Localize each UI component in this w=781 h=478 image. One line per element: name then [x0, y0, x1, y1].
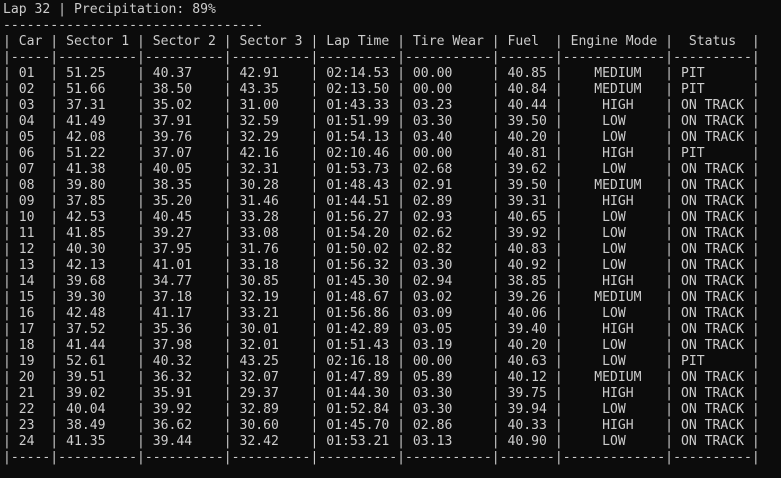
table-row: | 12 | 40.30 | 37.95 | 31.76 | 01:50.02 … — [3, 242, 760, 257]
terminal-output: Lap 32 | Precipitation: 89% -------------… — [3, 2, 760, 466]
table-row: | 10 | 42.53 | 40.45 | 33.28 | 01:56.27 … — [3, 210, 760, 225]
table-row: | 03 | 37.31 | 35.02 | 31.00 | 01:43.33 … — [3, 98, 760, 113]
table-header-separator: |-----|----------|----------|----------|… — [3, 50, 760, 65]
table-row: | 20 | 39.51 | 36.32 | 32.07 | 01:47.89 … — [3, 370, 760, 385]
table-row: | 07 | 41.38 | 40.05 | 32.31 | 01:53.73 … — [3, 162, 760, 177]
table-row: | 14 | 39.68 | 34.77 | 30.85 | 01:45.30 … — [3, 274, 760, 289]
table-row: | 06 | 51.22 | 37.07 | 42.16 | 02:10.46 … — [3, 146, 760, 161]
table-row: | 21 | 39.02 | 35.91 | 29.37 | 01:44.30 … — [3, 386, 760, 401]
table-row: | 17 | 37.52 | 35.36 | 30.01 | 01:42.89 … — [3, 322, 760, 337]
table-row: | 04 | 41.49 | 37.91 | 32.59 | 01:51.99 … — [3, 114, 760, 129]
terminal-line-rule: --------------------------------- — [3, 18, 264, 33]
table-row: | 08 | 39.80 | 38.35 | 30.28 | 01:48.43 … — [3, 178, 760, 193]
table-row: | 15 | 39.30 | 37.18 | 32.19 | 01:48.67 … — [3, 290, 760, 305]
table-row: | 22 | 40.04 | 39.92 | 32.89 | 01:52.84 … — [3, 402, 760, 417]
table-row: | 05 | 42.08 | 39.76 | 32.29 | 01:54.13 … — [3, 130, 760, 145]
table-row: | 13 | 42.13 | 41.01 | 33.18 | 01:56.32 … — [3, 258, 760, 273]
table-row: | 24 | 41.35 | 39.44 | 32.42 | 01:53.21 … — [3, 434, 760, 449]
table-row: | 02 | 51.66 | 38.50 | 43.35 | 02:13.50 … — [3, 82, 760, 97]
table-row: | 18 | 41.44 | 37.98 | 32.01 | 01:51.43 … — [3, 338, 760, 353]
table-row: | 19 | 52.61 | 40.32 | 43.25 | 02:16.18 … — [3, 354, 760, 369]
table-header-row: | Car | Sector 1 | Sector 2 | Sector 3 |… — [3, 34, 760, 49]
table-row: | 16 | 42.48 | 41.17 | 33.21 | 01:56.86 … — [3, 306, 760, 321]
table-row: | 11 | 41.85 | 39.27 | 33.08 | 01:54.20 … — [3, 226, 760, 241]
table-row: | 23 | 38.49 | 36.62 | 30.60 | 01:45.70 … — [3, 418, 760, 433]
table-footer-rule: |-----|----------|----------|----------|… — [3, 450, 760, 465]
table-row: | 09 | 37.85 | 35.20 | 31.46 | 01:44.51 … — [3, 194, 760, 209]
table-row: | 01 | 51.25 | 40.37 | 42.91 | 02:14.53 … — [3, 66, 760, 81]
terminal-line-lap-header: Lap 32 | Precipitation: 89% — [3, 2, 216, 17]
